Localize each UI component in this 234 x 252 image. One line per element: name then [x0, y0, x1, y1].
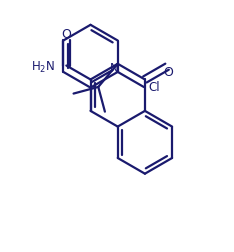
Text: O: O [61, 28, 71, 41]
Text: Cl: Cl [149, 81, 160, 93]
Text: H$_2$N: H$_2$N [31, 60, 55, 75]
Text: O: O [163, 66, 173, 79]
Text: N: N [110, 62, 119, 75]
